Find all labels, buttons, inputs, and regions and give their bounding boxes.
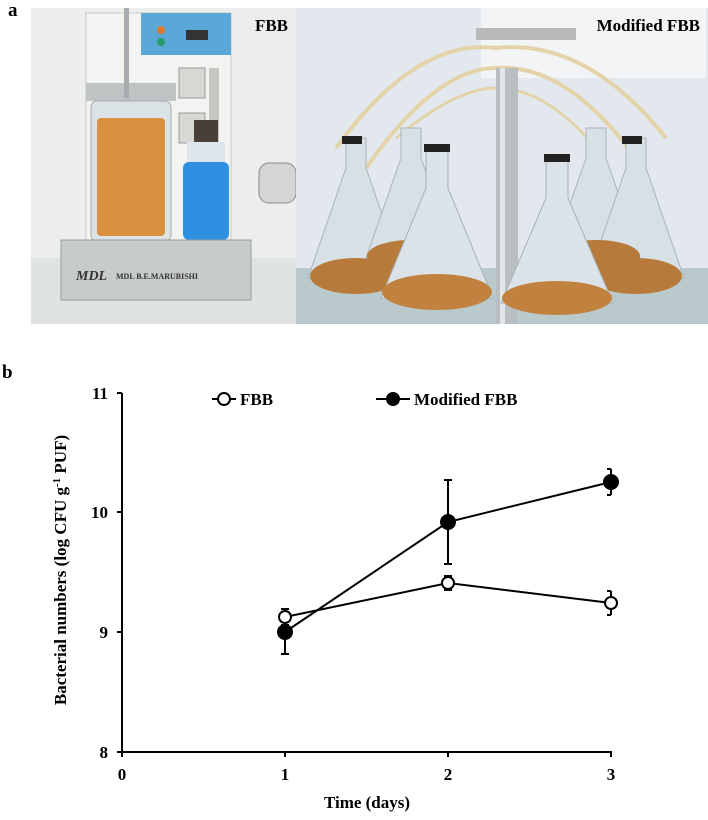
y-tick-9: 9 <box>100 623 109 642</box>
legend: FBB Modified FBB <box>212 390 517 409</box>
y-tick-10: 10 <box>91 503 108 522</box>
x-tick-3: 3 <box>607 765 616 784</box>
photo-fbb-bioreactor: MDL MDL B.E.MARUBISHI FBB <box>31 8 296 324</box>
x-tick-2: 2 <box>444 765 453 784</box>
photo-title-fbb: FBB <box>254 16 288 35</box>
panel-a-label: a <box>8 0 18 21</box>
bioreactor-brand-text: MDL B.E.MARUBISHI <box>116 272 198 281</box>
svg-text:MDL: MDL <box>75 269 107 284</box>
x-axis-label: Time (days) <box>324 793 410 812</box>
y-tick-11: 11 <box>92 384 108 403</box>
legend-modified-fbb: Modified FBB <box>414 390 517 409</box>
legend-open-circle-icon <box>217 392 231 406</box>
panel-b-label: b <box>2 362 13 383</box>
x-tick-0: 0 <box>118 765 127 784</box>
photo-modified-fbb-flasks: Modified FBB <box>296 8 708 324</box>
series-modified-fbb <box>277 468 619 655</box>
x-tick-1: 1 <box>281 765 290 784</box>
y-tick-8: 8 <box>100 743 109 762</box>
legend-filled-circle-icon <box>386 392 400 406</box>
photo-title-modified-fbb: Modified FBB <box>596 16 700 35</box>
series-fbb <box>278 575 618 626</box>
y-axis-label: Bacterial numbers (log CFU g-1 PUF) <box>51 435 70 705</box>
legend-fbb: FBB <box>240 390 273 409</box>
line-chart: 11 10 9 8 0 1 2 3 Time (days) Bacterial … <box>51 384 619 812</box>
